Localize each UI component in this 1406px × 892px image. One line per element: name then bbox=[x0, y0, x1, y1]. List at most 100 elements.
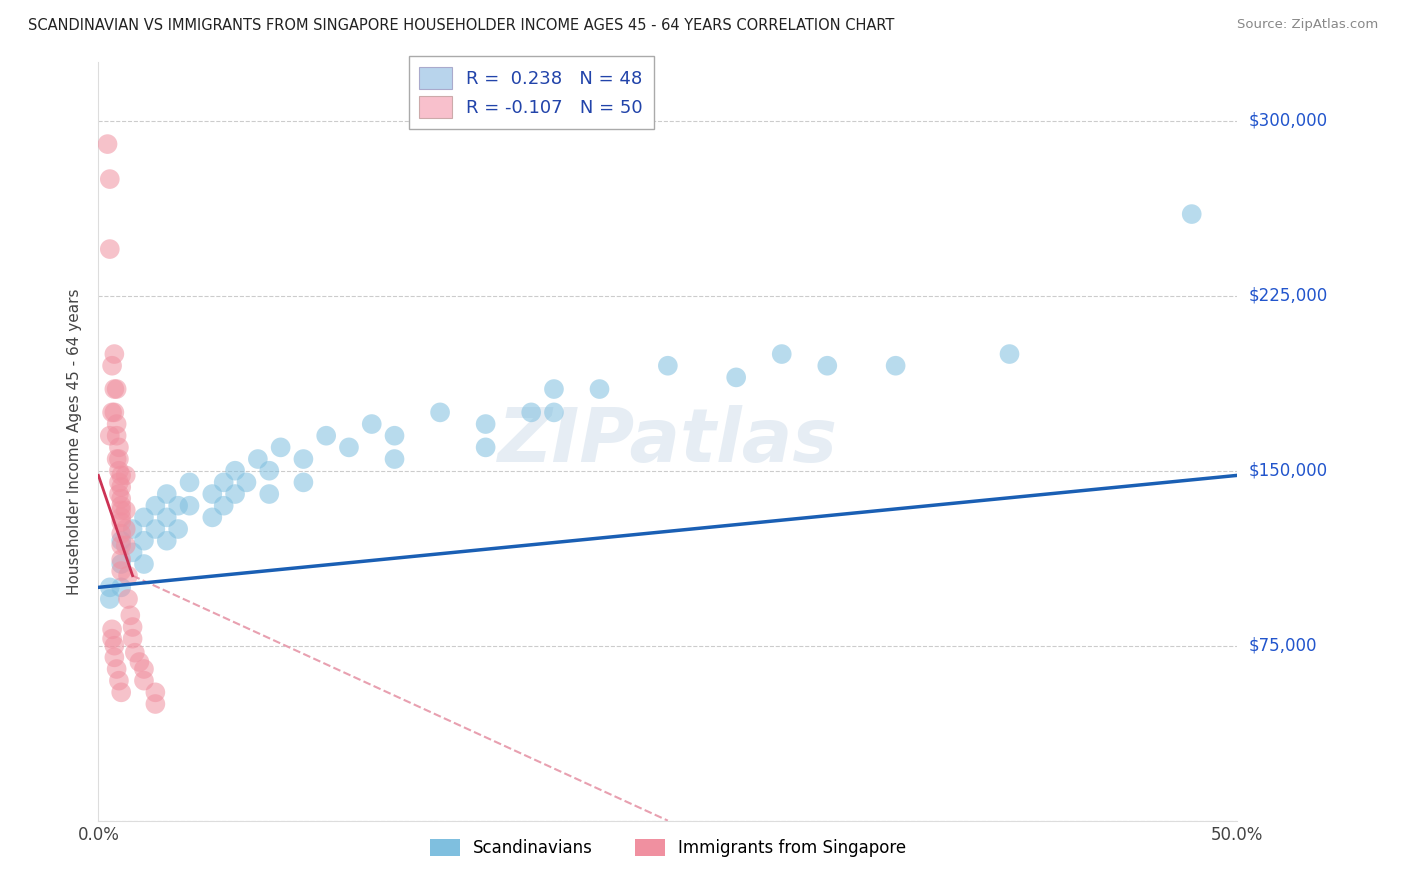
Point bbox=[105, 428, 128, 442]
Text: $75,000: $75,000 bbox=[1249, 637, 1317, 655]
Point bbox=[101, 623, 124, 637]
Point bbox=[117, 568, 139, 582]
Point bbox=[132, 533, 155, 548]
Point bbox=[201, 487, 224, 501]
Point bbox=[474, 441, 496, 455]
Point bbox=[105, 382, 128, 396]
Point bbox=[588, 382, 610, 396]
Point bbox=[114, 468, 136, 483]
Point bbox=[110, 538, 132, 552]
Y-axis label: Householder Income Ages 45 - 64 years: Householder Income Ages 45 - 64 years bbox=[67, 288, 83, 595]
Point bbox=[98, 428, 121, 442]
Text: $300,000: $300,000 bbox=[1249, 112, 1327, 129]
Point bbox=[103, 650, 125, 665]
Point bbox=[103, 347, 125, 361]
Point bbox=[110, 557, 132, 571]
Point bbox=[101, 405, 124, 419]
Point bbox=[132, 557, 155, 571]
Point bbox=[96, 137, 118, 152]
Point bbox=[110, 491, 132, 506]
Point bbox=[292, 452, 315, 467]
Point bbox=[224, 487, 246, 501]
Point bbox=[815, 359, 838, 373]
Point bbox=[429, 405, 451, 419]
Point bbox=[315, 428, 337, 442]
Point bbox=[105, 662, 128, 676]
Point bbox=[998, 347, 1021, 361]
Point bbox=[124, 646, 146, 660]
Point bbox=[246, 452, 269, 467]
Point bbox=[110, 533, 132, 548]
Point bbox=[110, 564, 132, 578]
Point bbox=[108, 673, 131, 688]
Text: $150,000: $150,000 bbox=[1249, 462, 1327, 480]
Point bbox=[259, 464, 281, 478]
Point bbox=[384, 452, 406, 467]
Text: SCANDINAVIAN VS IMMIGRANTS FROM SINGAPORE HOUSEHOLDER INCOME AGES 45 - 64 YEARS : SCANDINAVIAN VS IMMIGRANTS FROM SINGAPOR… bbox=[28, 18, 894, 33]
Point bbox=[108, 452, 131, 467]
Point bbox=[384, 428, 406, 442]
Point bbox=[114, 538, 136, 552]
Point bbox=[108, 475, 131, 490]
Point bbox=[117, 592, 139, 607]
Point bbox=[105, 452, 128, 467]
Point bbox=[167, 522, 190, 536]
Point bbox=[520, 405, 543, 419]
Point bbox=[121, 522, 143, 536]
Point bbox=[103, 639, 125, 653]
Point bbox=[179, 499, 201, 513]
Point bbox=[98, 242, 121, 256]
Point bbox=[725, 370, 748, 384]
Point bbox=[543, 382, 565, 396]
Point bbox=[98, 580, 121, 594]
Point bbox=[103, 405, 125, 419]
Point bbox=[292, 475, 315, 490]
Point bbox=[132, 662, 155, 676]
Point bbox=[224, 464, 246, 478]
Point bbox=[132, 510, 155, 524]
Point bbox=[121, 620, 143, 634]
Point bbox=[110, 510, 132, 524]
Point bbox=[110, 526, 132, 541]
Point bbox=[156, 533, 179, 548]
Point bbox=[884, 359, 907, 373]
Point bbox=[110, 499, 132, 513]
Point bbox=[235, 475, 257, 490]
Point bbox=[360, 417, 382, 431]
Point bbox=[132, 673, 155, 688]
Point bbox=[212, 499, 235, 513]
Point bbox=[110, 580, 132, 594]
Point bbox=[110, 480, 132, 494]
Point bbox=[105, 417, 128, 431]
Point bbox=[145, 685, 167, 699]
Text: $225,000: $225,000 bbox=[1249, 286, 1327, 305]
Point bbox=[101, 359, 124, 373]
Point bbox=[114, 522, 136, 536]
Point bbox=[110, 515, 132, 529]
Point bbox=[128, 655, 150, 669]
Point bbox=[167, 499, 190, 513]
Point bbox=[474, 417, 496, 431]
Point bbox=[145, 522, 167, 536]
Point bbox=[337, 441, 360, 455]
Point bbox=[259, 487, 281, 501]
Text: Source: ZipAtlas.com: Source: ZipAtlas.com bbox=[1237, 18, 1378, 31]
Point bbox=[543, 405, 565, 419]
Point bbox=[110, 552, 132, 566]
Point bbox=[156, 487, 179, 501]
Point bbox=[110, 685, 132, 699]
Point bbox=[770, 347, 793, 361]
Point bbox=[98, 172, 121, 186]
Point bbox=[179, 475, 201, 490]
Point bbox=[121, 545, 143, 559]
Point bbox=[108, 487, 131, 501]
Text: ZIPatlas: ZIPatlas bbox=[498, 405, 838, 478]
Point bbox=[103, 382, 125, 396]
Point bbox=[101, 632, 124, 646]
Point bbox=[108, 441, 131, 455]
Point bbox=[657, 359, 679, 373]
Point bbox=[121, 632, 143, 646]
Point bbox=[114, 503, 136, 517]
Point bbox=[145, 697, 167, 711]
Point bbox=[120, 608, 142, 623]
